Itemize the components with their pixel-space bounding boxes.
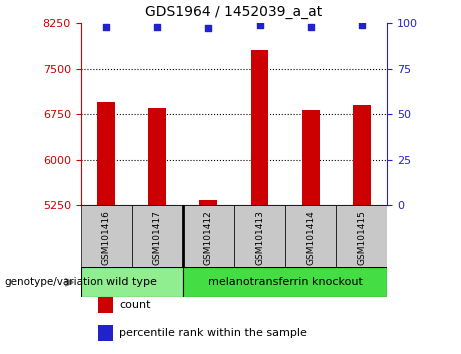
Text: count: count (119, 300, 151, 310)
Bar (251, 50, 268, 205)
Bar (285, 205, 336, 267)
Title: GDS1964 / 1452039_a_at: GDS1964 / 1452039_a_at (145, 5, 323, 19)
Text: wild type: wild type (106, 277, 157, 287)
Text: GSM101414: GSM101414 (306, 210, 315, 265)
Bar (81, 205, 132, 267)
Point (358, 22, 366, 28)
Bar (183, 267, 387, 297)
Text: GSM101412: GSM101412 (204, 210, 213, 265)
Bar (81, 267, 183, 297)
Text: GSM101417: GSM101417 (153, 210, 162, 265)
Point (102, 24, 110, 29)
Text: GSM101415: GSM101415 (357, 210, 366, 265)
Bar (183, 205, 234, 267)
Bar (301, 110, 319, 205)
Bar (353, 105, 371, 205)
Text: genotype/variation: genotype/variation (5, 277, 104, 287)
Bar (234, 205, 285, 267)
Bar (200, 200, 217, 205)
Bar (132, 205, 183, 267)
Bar (98, 297, 112, 313)
Point (154, 24, 161, 29)
Bar (98, 325, 112, 341)
Text: GSM101413: GSM101413 (255, 210, 264, 265)
Point (256, 22, 263, 28)
Bar (148, 108, 166, 205)
Text: percentile rank within the sample: percentile rank within the sample (119, 328, 307, 338)
Point (205, 25, 212, 31)
Bar (97, 102, 115, 205)
Point (307, 24, 314, 29)
Text: melanotransferrin knockout: melanotransferrin knockout (207, 277, 362, 287)
Text: GSM101416: GSM101416 (102, 210, 111, 265)
Bar (336, 205, 387, 267)
